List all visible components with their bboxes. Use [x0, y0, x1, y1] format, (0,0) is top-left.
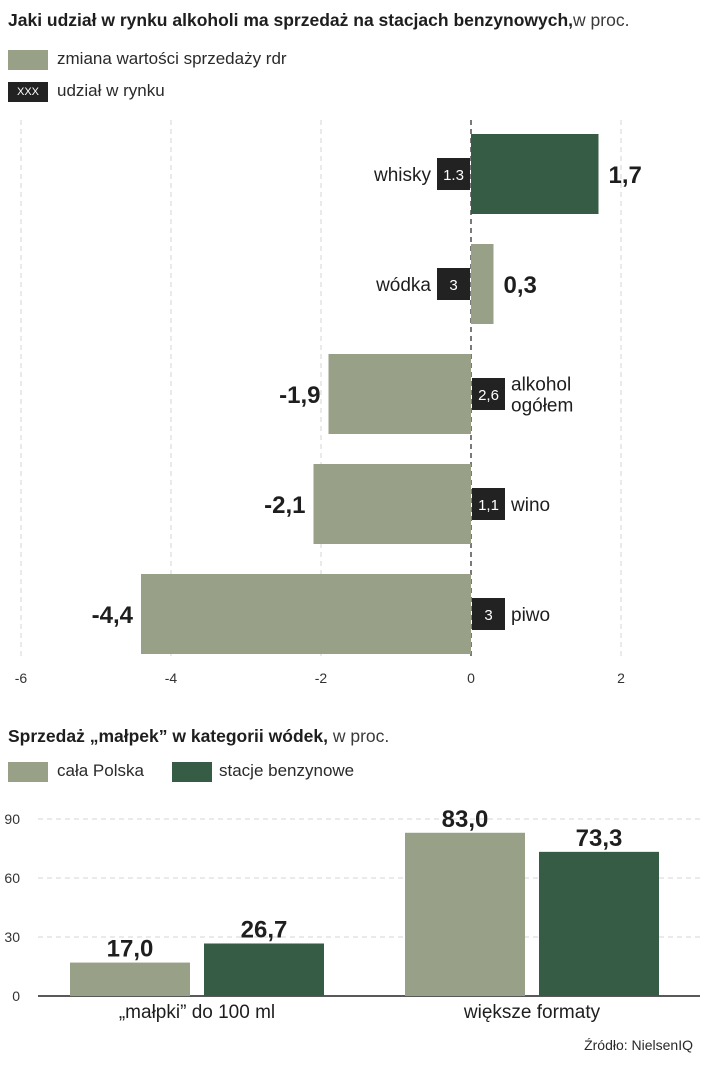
legend-label-cala-polska: cała Polska: [57, 761, 144, 780]
category-label: większe formaty: [463, 1002, 601, 1023]
legend-swatch-value-change: [8, 50, 48, 70]
x-tick-label: -4: [165, 670, 178, 686]
bar-value-label: 1,7: [609, 162, 642, 189]
source-note: Źródło: NielsenIQ: [584, 1037, 693, 1053]
x-tick-label: -2: [315, 670, 328, 686]
market-share-bar-chart: -6 -4 -2 0 2 1,7 1.3 whisky 0,3 3 wódka -1,9 2,6 alko…: [15, 120, 642, 686]
x-tick-label: 0: [467, 670, 475, 686]
market-share-label: 3: [484, 607, 492, 624]
bar-value-label: -1,9: [279, 382, 320, 409]
x-tick-label: 2: [617, 670, 625, 686]
market-share-box: [437, 158, 470, 190]
market-share-label: 3: [449, 277, 457, 294]
legend-label-value-change: zmiana wartości sprzedaży rdr: [57, 49, 287, 68]
chart1-title-main: Jaki udział w rynku alkoholi ma sprzedaż…: [8, 10, 574, 30]
bar-3: [328, 354, 471, 434]
bar-1-2: [204, 943, 324, 996]
chart1-title: Jaki udział w rynku alkoholi ma sprzedaż…: [8, 10, 629, 31]
y-tick-label: 60: [4, 870, 20, 886]
y-tick-label: 90: [4, 811, 20, 827]
bar-value-label: 73,3: [576, 825, 623, 852]
chart2-title-main: Sprzedaż „małpek” w kategorii wódek,: [8, 726, 328, 746]
bar-1-1: [70, 962, 190, 996]
legend-label-stacje-benzynowe: stacje benzynowe: [219, 761, 355, 780]
chart1-title-unit: w proc.: [573, 10, 630, 30]
bar-value-label: 17,0: [107, 936, 154, 963]
market-share-box: [472, 488, 505, 520]
y-tick-label: 0: [12, 988, 20, 1004]
bar-value-label: 26,7: [241, 916, 288, 943]
bar-value-label: -4,4: [92, 602, 134, 629]
x-tick-label: -6: [15, 670, 28, 686]
category-label: ogółem: [511, 396, 573, 417]
category-label: wino: [510, 495, 550, 516]
bar-4: [313, 464, 471, 544]
bar-2-2: [539, 851, 659, 996]
legend-swatch-market-share: XXX: [8, 82, 48, 102]
category-label: „małpki” do 100 ml: [119, 1002, 275, 1023]
legend-swatch-cala-polska: [8, 762, 48, 782]
chart2-title: Sprzedaż „małpek” w kategorii wódek, w p…: [8, 726, 389, 747]
chart2-title-unit: w proc.: [332, 726, 390, 746]
market-share-box: [437, 268, 470, 300]
y-tick-label: 30: [4, 929, 20, 945]
market-share-box: [472, 598, 505, 630]
category-label: whisky: [373, 165, 432, 186]
bar-1: [471, 134, 599, 214]
legend-swatch-stacje-benzynowe: [172, 762, 212, 782]
bar-value-label: 0,3: [504, 272, 537, 299]
category-label: alkohol: [511, 375, 571, 396]
market-share-box: [472, 378, 505, 410]
market-share-label: 1,1: [478, 497, 499, 514]
bar-2-1: [405, 832, 525, 996]
bar-value-label: 83,0: [442, 806, 489, 833]
market-share-label: 2,6: [478, 387, 499, 404]
category-label: piwo: [511, 605, 550, 626]
bar-2: [471, 244, 494, 324]
category-label: wódka: [375, 275, 431, 296]
bar-value-label: -2,1: [264, 492, 305, 519]
market-share-label: 1.3: [443, 167, 464, 184]
malpki-grouped-bar-chart: 0 30 60 90 17,0 26,7 „małpki” do 100 ml 83,0 73,…: [4, 806, 700, 1023]
legend-label-market-share: udział w rynku: [57, 81, 165, 100]
bar-5: [141, 574, 471, 654]
